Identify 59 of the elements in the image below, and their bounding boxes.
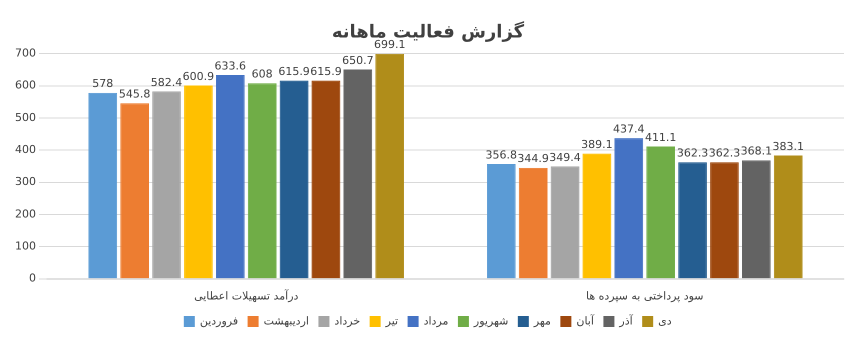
data-label: 344.9 bbox=[517, 152, 549, 166]
legend-label: دی bbox=[658, 314, 672, 328]
data-label: 362.3 bbox=[708, 146, 740, 160]
legend-label: مرداد bbox=[424, 314, 449, 328]
bar bbox=[248, 83, 277, 278]
bar bbox=[312, 80, 340, 278]
data-label: 389.1 bbox=[581, 138, 613, 151]
data-label: 437.4 bbox=[613, 122, 645, 136]
x-tick-label: سود پرداختی به سپرده ها bbox=[586, 289, 704, 302]
data-label: 349.4 bbox=[549, 150, 581, 164]
bar bbox=[184, 85, 213, 278]
y-tick-label: 400 bbox=[14, 142, 36, 156]
bar bbox=[550, 166, 580, 278]
y-tick-label: 300 bbox=[14, 175, 36, 188]
bar bbox=[88, 92, 118, 278]
data-label: 356.8 bbox=[486, 148, 518, 162]
bar bbox=[742, 160, 771, 278]
data-label: 633.6 bbox=[214, 59, 246, 72]
legend-label: فروردین bbox=[200, 314, 238, 328]
data-label: 608 bbox=[252, 68, 273, 81]
x-tick-label: درآمد تسهیلات اعطایی bbox=[194, 288, 299, 302]
bar bbox=[678, 162, 707, 278]
data-label: 368.1 bbox=[740, 144, 772, 158]
data-label: 411.1 bbox=[644, 130, 676, 144]
bar bbox=[486, 164, 516, 278]
legend-label: آذر bbox=[618, 313, 634, 328]
data-label: 615.9 bbox=[278, 65, 310, 78]
y-tick-label: 500 bbox=[14, 110, 36, 124]
legend-label: خرداد bbox=[334, 314, 360, 328]
bar bbox=[774, 156, 803, 278]
y-tick-label: 0 bbox=[28, 272, 36, 285]
bar bbox=[614, 138, 644, 278]
bar bbox=[216, 74, 245, 278]
data-label: 582.4 bbox=[150, 76, 182, 89]
y-tick-label: 200 bbox=[14, 207, 36, 220]
y-tick-label: 100 bbox=[14, 239, 36, 252]
y-tick-label: 600 bbox=[14, 78, 36, 92]
data-label: 578 bbox=[92, 77, 114, 90]
legend-label: مهر bbox=[532, 314, 551, 328]
data-label: 615.9 bbox=[310, 65, 342, 78]
bar bbox=[280, 80, 308, 278]
bar bbox=[120, 103, 150, 278]
bar bbox=[518, 168, 548, 278]
data-label: 383.1 bbox=[772, 140, 804, 153]
legend-label: تیر bbox=[384, 314, 398, 328]
legend-label: شهریور bbox=[472, 314, 508, 328]
y-tick-label: 700 bbox=[14, 46, 36, 60]
bar bbox=[152, 91, 181, 278]
data-label: 650.7 bbox=[342, 54, 374, 67]
bar bbox=[343, 69, 372, 278]
bar bbox=[375, 54, 404, 278]
data-label: 600.9 bbox=[182, 70, 214, 83]
legend-label: اردیبهشت bbox=[264, 314, 309, 328]
bar bbox=[710, 162, 739, 278]
bar bbox=[646, 146, 676, 278]
data-label: 362.3 bbox=[676, 146, 708, 160]
bar bbox=[582, 154, 612, 278]
data-label: 545.8 bbox=[118, 88, 150, 101]
legend-label: آبان bbox=[576, 313, 595, 328]
